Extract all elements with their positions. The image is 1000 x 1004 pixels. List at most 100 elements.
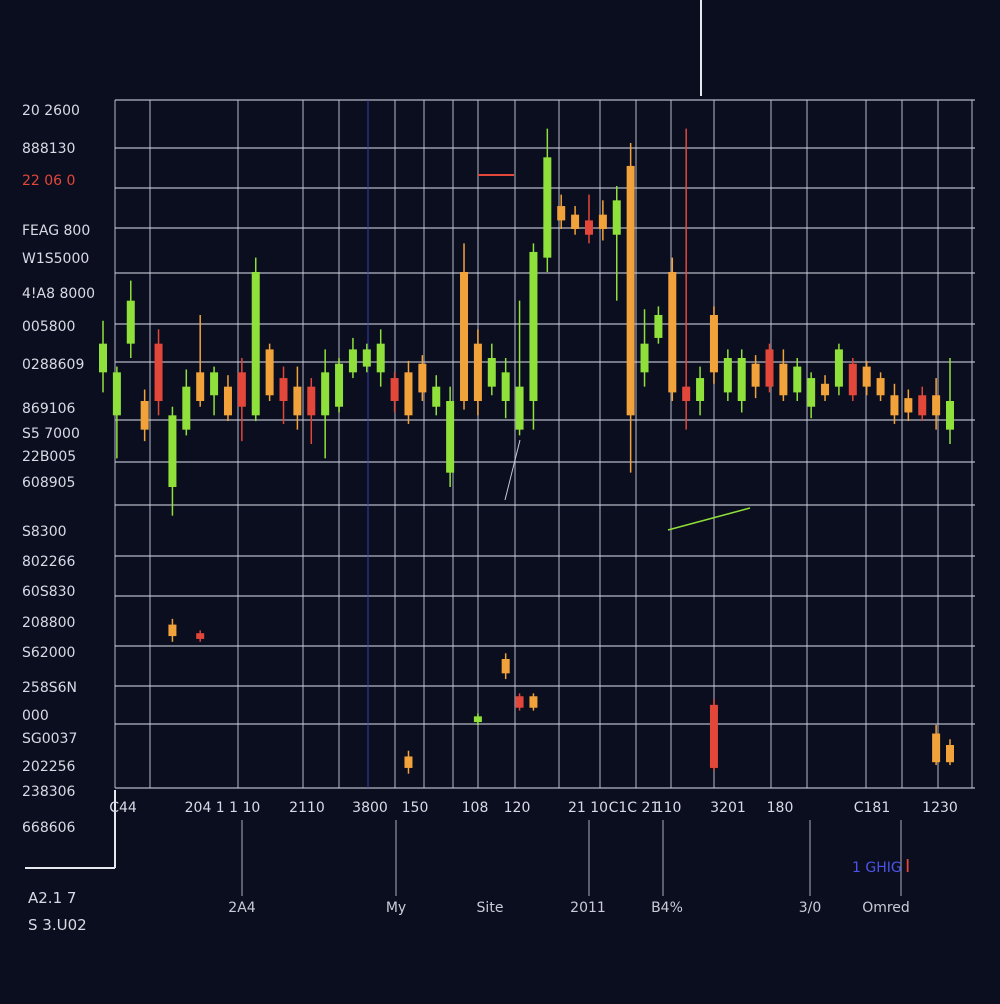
x-axis-labels: C44 204 1 1 10 2110 3800 150 108 120 21 10 C1C 21… [109, 800, 958, 816]
candle-body [862, 366, 871, 387]
bottom-label: Omred [862, 900, 910, 916]
candle-body [571, 214, 580, 229]
candle-body [543, 157, 552, 258]
candle-body [390, 378, 399, 401]
candle-body [112, 372, 121, 416]
candle-body [376, 343, 385, 373]
candle-body [890, 395, 899, 416]
x-tick-label: C44 [109, 800, 137, 816]
candle-body [251, 272, 260, 416]
badge-text: 1 GHIG [852, 860, 902, 876]
y-tick-label: S5 7000 [22, 426, 80, 442]
bottom-label: Site [477, 900, 504, 916]
candle-body [404, 756, 413, 768]
x-tick-label: 3201 [710, 800, 746, 816]
corner-label-1: A2.1 7 [28, 889, 76, 907]
candle-body [654, 315, 663, 338]
y-axis-labels: 20 2600 888130 22 06 0 FEAG 800 W1S5000 4!A8 … [22, 103, 95, 836]
candle-body [265, 349, 274, 396]
candle-body [446, 401, 455, 473]
candle-body [168, 624, 177, 637]
candle-body [362, 349, 371, 367]
candle-body [99, 343, 107, 373]
x-tick-label: 2110 [289, 800, 325, 816]
bottom-labels: 2A4 My Site 2011 B4% 3/0 Omred [228, 900, 910, 916]
candle-body [473, 343, 482, 401]
candle-body [196, 633, 205, 639]
x-tick-label: 180 [767, 800, 794, 816]
candle-body [848, 363, 857, 396]
candle-body [946, 401, 954, 430]
corner-label-2: S 3.U02 [28, 916, 87, 934]
candle-body [834, 349, 843, 387]
candle-body [682, 386, 691, 401]
y-tick-label: 888130 [22, 141, 75, 157]
candle-body [807, 378, 816, 407]
candle-body [154, 343, 163, 401]
candle-body [557, 206, 566, 221]
y-tick-label: 005800 [22, 319, 75, 335]
candle-body [307, 386, 316, 416]
candle-body [140, 401, 149, 430]
candle-body [321, 372, 330, 416]
candle-body [515, 386, 524, 430]
candle-body [487, 358, 496, 387]
candle-body [876, 378, 885, 396]
y-tick-label: W1S5000 [22, 251, 89, 267]
candle-body [196, 372, 205, 401]
candle-body [168, 415, 177, 487]
candle-body [751, 363, 760, 387]
candle-body [779, 363, 788, 396]
info-badge: 1 GHIG I [852, 856, 910, 877]
candle-body [460, 272, 469, 401]
y-tick-label: S62000 [22, 645, 75, 661]
candle-body [473, 716, 482, 723]
x-tick-label: 108 [462, 800, 489, 816]
y-tick-label: 4!A8 8000 [22, 286, 95, 302]
badge-mark: I [905, 856, 910, 877]
bottom-label: 2A4 [228, 900, 255, 916]
corner-labels: A2.1 7 S 3.U02 [28, 889, 87, 934]
candle-body [932, 395, 941, 416]
x-tick-label: 110 [655, 800, 682, 816]
bottom-label: 3/0 [799, 900, 822, 916]
candle-body [237, 372, 246, 407]
y-tick-label: 202256 [22, 759, 76, 775]
y-tick-label: 668606 [22, 820, 76, 836]
bottom-label: My [386, 900, 406, 916]
candle-body [946, 745, 954, 763]
bottom-label: 2011 [570, 900, 606, 916]
candle-body [432, 386, 441, 407]
candle-body [515, 696, 524, 708]
y-tick-label: 22 06 0 [22, 173, 75, 189]
x-tick-label: 150 [402, 800, 429, 816]
candle-body [723, 358, 732, 393]
bottom-label: B4% [651, 900, 683, 916]
y-tick-label: 208800 [22, 615, 75, 631]
candle-body [279, 378, 288, 401]
bottom-drop-lines [241, 820, 902, 896]
x-tick-label: 3800 [352, 800, 388, 816]
y-tick-label: 802266 [22, 554, 76, 570]
x-tick-label: 1230 [922, 800, 958, 816]
y-tick-label: 608905 [22, 475, 75, 491]
y-tick-label: SG0037 [22, 731, 77, 747]
candle-body [640, 343, 649, 373]
y-tick-label: 0288609 [22, 357, 84, 373]
candle-body [626, 165, 635, 416]
candle-body [696, 378, 705, 401]
candle-body [932, 733, 941, 763]
y-tick-label: 869106 [22, 401, 76, 417]
chart-frame [25, 0, 751, 869]
candle-body [210, 372, 219, 396]
candle-body [918, 395, 927, 416]
candle-body [612, 200, 621, 235]
candle-body [821, 383, 830, 396]
y-tick-label: 22B005 [22, 449, 76, 465]
y-tick-label: FEAG 800 [22, 223, 90, 239]
x-tick-label: 204 [185, 800, 212, 816]
candle-body [348, 349, 357, 373]
y-tick-label: 20 2600 [22, 103, 80, 119]
